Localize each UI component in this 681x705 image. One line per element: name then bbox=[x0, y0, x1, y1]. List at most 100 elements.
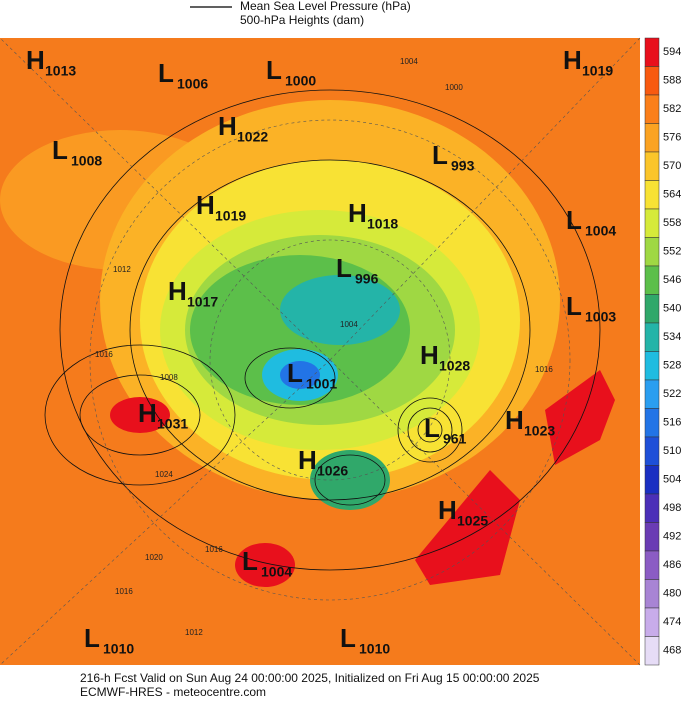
legend-text: Mean Sea Level Pressure (hPa) bbox=[240, 0, 411, 13]
colorbar-box bbox=[644, 151, 660, 181]
center-type: H bbox=[168, 276, 187, 306]
center-type: L bbox=[566, 205, 582, 235]
colorbar-box bbox=[644, 294, 660, 324]
colorbar-box bbox=[644, 94, 660, 124]
center-type: L bbox=[432, 140, 448, 170]
center-value: 1028 bbox=[439, 358, 470, 374]
center-value: 1000 bbox=[285, 73, 316, 89]
center-value: 1001 bbox=[306, 376, 337, 392]
center-type: L bbox=[52, 135, 68, 165]
center-value: 1010 bbox=[359, 641, 390, 657]
colorbar-label: 534 bbox=[663, 331, 681, 343]
colorbar-box bbox=[644, 123, 660, 153]
colorbar-label: 564 bbox=[663, 189, 681, 201]
colorbar-label: 480 bbox=[663, 588, 681, 600]
contour-label: 1016 bbox=[535, 365, 553, 374]
contour-label: 1016 bbox=[205, 545, 223, 554]
colorbar: 594 588 582 576 570 564 558 552 546 540 534 528 522 5… bbox=[644, 37, 681, 666]
center-type: L bbox=[242, 546, 258, 576]
center-type: L bbox=[340, 623, 356, 653]
colorbar-label: 510 bbox=[663, 445, 681, 457]
center-value: 1004 bbox=[261, 564, 292, 580]
colorbar-box bbox=[644, 351, 660, 381]
colorbar-label: 552 bbox=[663, 246, 681, 258]
center-value: 1031 bbox=[157, 416, 188, 432]
colorbar-box bbox=[644, 579, 660, 609]
colorbar-label: 504 bbox=[663, 474, 681, 486]
center-type: H bbox=[196, 190, 215, 220]
center-type: L bbox=[566, 291, 582, 321]
center-value: 1017 bbox=[187, 294, 218, 310]
contour-label: 1024 bbox=[155, 470, 173, 479]
colorbar-label: 576 bbox=[663, 132, 681, 144]
center-value: 1026 bbox=[317, 463, 348, 479]
center-value: 1023 bbox=[524, 423, 555, 439]
colorbar-box bbox=[644, 607, 660, 637]
colorbar-label: 516 bbox=[663, 417, 681, 429]
center-type: L bbox=[158, 58, 174, 88]
center-value: 1018 bbox=[367, 216, 398, 232]
colorbar-box bbox=[644, 465, 660, 495]
center-value: 1008 bbox=[71, 153, 102, 169]
footer-text: ECMWF-HRES - meteocentre.com bbox=[80, 685, 266, 699]
colorbar-box bbox=[644, 493, 660, 523]
contour-label: 1004 bbox=[340, 320, 358, 329]
colorbar-box bbox=[644, 237, 660, 267]
colorbar-box bbox=[644, 265, 660, 295]
center-value: 1022 bbox=[237, 129, 268, 145]
colorbar-label: 594 bbox=[663, 46, 681, 58]
contour-label: 1000 bbox=[445, 83, 463, 92]
center-type: H bbox=[348, 198, 367, 228]
colorbar-box bbox=[644, 180, 660, 210]
colorbar-box bbox=[644, 66, 660, 96]
center-type: L bbox=[266, 55, 282, 85]
center-value: 1004 bbox=[585, 223, 616, 239]
center-type: H bbox=[298, 445, 317, 475]
colorbar-label: 492 bbox=[663, 531, 681, 543]
center-type: H bbox=[438, 495, 457, 525]
center-type: L bbox=[424, 413, 440, 443]
map-background bbox=[0, 37, 641, 666]
colorbar-label: 522 bbox=[663, 388, 681, 400]
center-value: 996 bbox=[355, 271, 379, 287]
colorbar-box bbox=[644, 408, 660, 438]
center-value: 1019 bbox=[582, 63, 613, 79]
colorbar-label: 540 bbox=[663, 303, 681, 315]
colorbar-label: 582 bbox=[663, 103, 681, 115]
colorbar-label: 558 bbox=[663, 217, 681, 229]
center-value: 1006 bbox=[177, 76, 208, 92]
center-type: L bbox=[336, 253, 352, 283]
colorbar-box bbox=[644, 636, 660, 666]
footer-text: 216-h Fcst Valid on Sun Aug 24 00:00:00 … bbox=[80, 671, 540, 685]
colorbar-box bbox=[644, 322, 660, 352]
colorbar-box bbox=[644, 522, 660, 552]
center-value: 1003 bbox=[585, 309, 616, 325]
colorbar-box bbox=[644, 37, 660, 67]
center-type: H bbox=[563, 45, 582, 75]
center-value: 1025 bbox=[457, 513, 488, 529]
contour-label: 1012 bbox=[185, 628, 203, 637]
colorbar-label: 528 bbox=[663, 360, 681, 372]
contour-label: 1008 bbox=[160, 373, 178, 382]
colorbar-label: 468 bbox=[663, 645, 681, 657]
colorbar-label: 546 bbox=[663, 274, 681, 286]
center-type: L bbox=[84, 623, 100, 653]
contour-label: 1016 bbox=[95, 350, 113, 359]
center-value: 1013 bbox=[45, 63, 76, 79]
center-type: H bbox=[26, 45, 45, 75]
center-value: 993 bbox=[451, 158, 475, 174]
contour-label: 1016 bbox=[115, 587, 133, 596]
center-type: H bbox=[218, 111, 237, 141]
colorbar-box bbox=[644, 379, 660, 409]
center-value: 961 bbox=[443, 431, 467, 447]
center-type: H bbox=[420, 340, 439, 370]
center-type: H bbox=[505, 405, 524, 435]
colorbar-box bbox=[644, 550, 660, 580]
colorbar-box bbox=[644, 436, 660, 466]
colorbar-box bbox=[644, 208, 660, 238]
center-value: 1010 bbox=[103, 641, 134, 657]
colorbar-label: 474 bbox=[663, 616, 681, 628]
colorbar-label: 486 bbox=[663, 559, 681, 571]
